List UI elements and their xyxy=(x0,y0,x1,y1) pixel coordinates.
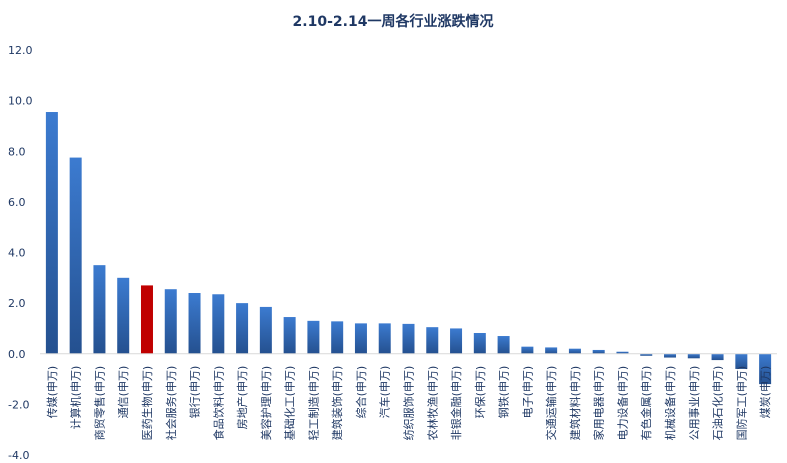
x-tick-label: 建筑材料(申万) xyxy=(568,366,582,441)
y-tick-label: 6.0 xyxy=(8,196,26,209)
x-tick-label: 建筑装饰(申万) xyxy=(330,366,344,441)
bar xyxy=(212,294,225,354)
x-tick-label: 环保(申万) xyxy=(473,366,487,419)
bar xyxy=(283,317,296,354)
y-tick-label: 10.0 xyxy=(8,95,33,108)
bar xyxy=(473,332,486,354)
bar xyxy=(426,327,439,354)
x-tick-label: 计算机(申万) xyxy=(69,366,83,430)
bar xyxy=(140,285,153,354)
bar xyxy=(69,157,82,354)
y-axis: -4.0 -2.0 0.0 2.0 4.0 6.0 8.0 10.0 12.0 xyxy=(8,44,33,462)
bar xyxy=(450,328,463,354)
x-tick-label: 基础化工(申万) xyxy=(283,366,297,441)
x-tick-label: 银行(申万) xyxy=(188,366,202,419)
x-tick-label: 农林牧渔(申万) xyxy=(425,366,439,441)
x-tick-label: 汽车(申万) xyxy=(378,366,392,419)
x-tick-label: 医药生物(申万) xyxy=(140,366,154,441)
x-tick-label: 社会服务(申万) xyxy=(164,366,178,441)
x-tick-label: 非银金融(申万) xyxy=(449,366,463,441)
x-tick-label: 家用电器(申万) xyxy=(592,366,606,441)
x-tick-label: 有色金属(申万) xyxy=(639,366,653,441)
x-tick-label: 电子(申万) xyxy=(521,366,534,419)
x-tick-label: 房地产(申万) xyxy=(235,366,249,430)
bar xyxy=(568,348,581,354)
x-tick-label: 钢铁(申万) xyxy=(498,366,511,419)
x-tick-label: 石油石化(申万) xyxy=(711,366,725,441)
bar xyxy=(592,349,605,354)
bar xyxy=(735,353,748,369)
bar xyxy=(307,320,320,354)
y-tick-label: 12.0 xyxy=(8,44,33,57)
x-tick-label: 交通运输(申万) xyxy=(544,366,558,441)
bar xyxy=(616,351,629,354)
bar xyxy=(164,289,177,354)
bar xyxy=(378,323,391,354)
x-tick-label: 食品饮料(申万) xyxy=(211,366,225,441)
bar xyxy=(687,353,700,359)
x-tick-label: 机械设备(申万) xyxy=(663,366,677,441)
x-tick-label: 煤炭(申万) xyxy=(759,366,772,419)
x-tick-label: 国防军工(申万) xyxy=(734,366,748,441)
bar xyxy=(188,293,201,354)
x-tick-label: 纺织服饰(申万) xyxy=(402,366,416,441)
bar xyxy=(117,277,130,354)
x-tick-label: 电力设备(申万) xyxy=(615,366,629,441)
bar xyxy=(521,346,534,354)
x-tick-label: 传媒(申万) xyxy=(46,366,59,419)
bar xyxy=(711,353,724,361)
bar xyxy=(497,336,510,354)
x-tick-label: 轻工制造(申万) xyxy=(306,366,320,441)
x-tick-label: 商贸零售(申万) xyxy=(92,366,106,441)
x-tick-label: 公用事业(申万) xyxy=(688,366,701,441)
bars xyxy=(45,112,772,385)
bar xyxy=(331,321,344,354)
x-tick-label: 美容护理(申万) xyxy=(259,366,273,441)
chart-title: 2.10-2.14一周各行业涨跌情况 xyxy=(293,13,494,30)
bar xyxy=(640,353,653,356)
bar xyxy=(45,112,58,354)
bar xyxy=(259,306,272,354)
x-axis-labels: 传媒(申万) 计算机(申万) 商贸零售(申万) 通信(申万) 医药生物(申万) 社会服务(… xyxy=(46,366,772,441)
bar xyxy=(93,265,106,354)
x-tick-label: 综合(申万) xyxy=(354,366,368,419)
y-tick-label: 2.0 xyxy=(8,297,26,310)
bar xyxy=(664,353,677,358)
bar xyxy=(402,323,415,354)
y-tick-label: 8.0 xyxy=(8,145,26,158)
bar xyxy=(236,303,249,354)
bar xyxy=(545,347,558,354)
y-tick-label: -4.0 xyxy=(8,449,29,462)
bar xyxy=(759,353,772,385)
y-tick-label: -2.0 xyxy=(8,398,29,411)
x-tick-label: 通信(申万) xyxy=(117,366,130,419)
bar xyxy=(354,323,367,354)
y-tick-label: 4.0 xyxy=(8,247,26,260)
y-tick-label: 0.0 xyxy=(8,348,26,361)
